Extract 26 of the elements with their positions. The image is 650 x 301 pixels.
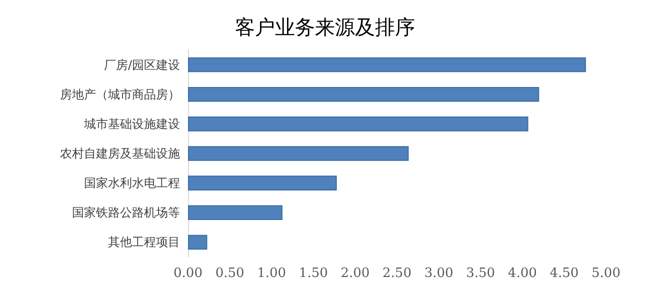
- bar: [188, 205, 282, 220]
- y-tick-label: 国家铁路公路机场等: [72, 206, 180, 220]
- bar: [188, 57, 586, 72]
- x-tick-label: 5.00: [592, 266, 620, 281]
- y-tick-label: 农村自建房及基础设施: [60, 146, 180, 160]
- bar: [188, 86, 540, 102]
- y-tick-label: 其他工程项目: [108, 235, 180, 250]
- x-tick-label: 1.50: [298, 266, 328, 281]
- x-tick-label: 4.50: [550, 266, 579, 281]
- bar: [188, 146, 409, 161]
- x-tick-label: 2.50: [382, 266, 412, 281]
- x-tick-label: 4.00: [508, 266, 537, 281]
- x-tick-label: 3.50: [466, 266, 496, 281]
- bar: [188, 116, 528, 132]
- y-tick-label: 国家水利水电工程: [84, 176, 180, 190]
- bar: [188, 234, 208, 250]
- y-tick-label: 城市基础设施建设: [83, 116, 180, 131]
- chart-title: 客户业务来源及排序: [235, 15, 415, 39]
- x-tick-label: 3.00: [424, 266, 454, 281]
- bar: [188, 176, 337, 190]
- x-tick-label: 0.50: [215, 266, 244, 281]
- x-tick-label: 2.00: [340, 266, 370, 281]
- x-tick-label: 1.00: [257, 266, 286, 281]
- x-tick-label: 0.00: [174, 266, 202, 281]
- y-tick-label: 房地产（城市商品房）: [60, 87, 180, 102]
- y-tick-label: 厂房/园区建设: [104, 58, 180, 72]
